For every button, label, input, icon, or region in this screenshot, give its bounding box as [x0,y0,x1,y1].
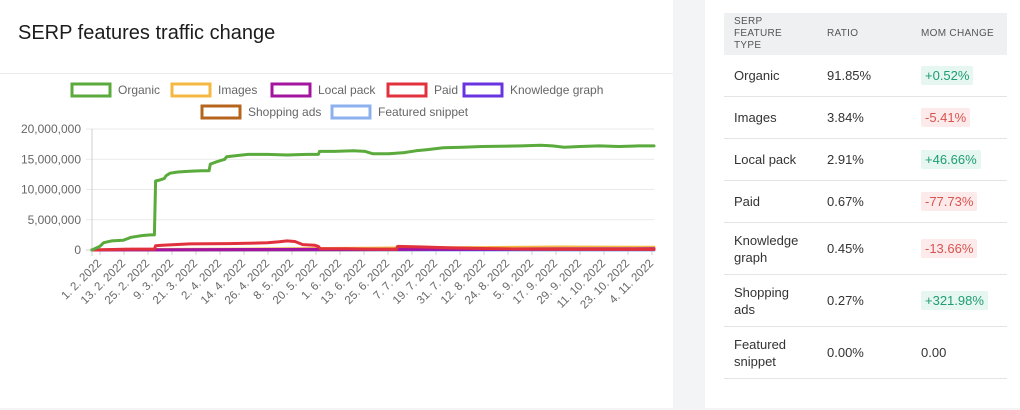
legend-swatch [386,82,428,98]
legend-item[interactable]: Paid [386,82,458,98]
title-divider [0,73,673,74]
legend-swatch [462,82,504,98]
legend-swatch [330,104,372,120]
table-row: Organic 91.85% +0.52% [724,55,1007,97]
mom-change-cell: -5.41% [911,96,1007,139]
change-badge: +46.66% [921,150,981,169]
legend-item[interactable]: Images [170,82,257,98]
y-tick-label: 15,000,000 [21,152,81,166]
y-tick-label: 0 [74,243,81,257]
legend-item[interactable]: Local pack [270,82,376,98]
page-title: SERP features traffic change [18,22,276,44]
chart-panel: SERP features traffic change Organic Imag… [0,0,673,408]
header-ratio[interactable]: RATIO [817,13,911,55]
mom-change-cell: -13.66% [911,222,1007,275]
legend-swatch [70,82,112,98]
legend-swatch [270,82,312,98]
feature-type-link[interactable]: Organic [724,55,817,97]
legend-label: Knowledge graph [510,83,603,97]
legend-label: Paid [434,83,458,97]
mom-change-cell: +0.52% [911,55,1007,97]
table-row: Knowledge graph 0.45% -13.66% [724,222,1007,275]
change-badge: -13.66% [921,239,978,258]
feature-type-link[interactable]: Knowledge graph [724,222,817,275]
legend-label: Organic [118,83,160,97]
table-header-row: SERP FEATURE TYPE RATIO MOM CHANGE [724,13,1007,55]
feature-type-link[interactable]: Local pack [724,138,817,181]
table-row: Featured snippet 0.00% 0.00 [724,326,1007,379]
legend-item[interactable]: Organic [70,82,160,98]
ratio-cell: 2.91% [817,138,911,181]
change-badge: 0.00 [921,345,947,360]
feature-type-link[interactable]: Paid [724,180,817,223]
change-badge: -77.73% [921,192,978,211]
feature-type-link[interactable]: Featured snippet [724,326,817,379]
table-row: Paid 0.67% -77.73% [724,180,1007,223]
mom-change-cell: 0.00 [911,326,1007,379]
ratio-cell: 0.45% [817,222,911,275]
legend-item[interactable]: Shopping ads [200,104,321,120]
ratio-cell: 0.27% [817,274,911,327]
change-badge: +321.98% [921,291,988,310]
table-body: Organic 91.85% +0.52% Images 3.84% -5.41% Loca… [724,55,1007,379]
series-line-organic [90,143,656,252]
legend-label: Local pack [318,83,376,97]
ratio-cell: 0.67% [817,180,911,223]
legend-swatch [200,104,242,120]
header-mom-change[interactable]: MOM CHANGE [911,13,1007,55]
table-row: Shopping ads 0.27% +321.98% [724,274,1007,327]
mom-change-cell: -77.73% [911,180,1007,223]
feature-type-link[interactable]: Shopping ads [724,274,817,327]
feature-type-link[interactable]: Images [724,96,817,139]
mom-change-cell: +46.66% [911,138,1007,181]
table-panel: SERP FEATURE TYPE RATIO MOM CHANGE Organ… [705,0,1020,408]
legend-label: Featured snippet [378,105,469,119]
table-row: Local pack 2.91% +46.66% [724,138,1007,181]
y-tick-label: 20,000,000 [21,122,81,136]
header-feature-type[interactable]: SERP FEATURE TYPE [724,13,817,55]
table-row: Images 3.84% -5.41% [724,96,1007,139]
ratio-cell: 91.85% [817,55,911,97]
y-tick-label: 5,000,000 [28,213,82,227]
mom-change-cell: +321.98% [911,274,1007,327]
legend-label: Images [218,83,257,97]
change-badge: -5.41% [921,108,971,127]
legend-swatch [170,82,212,98]
line-chart: Organic Images Local pack Paid Knowledge gra… [21,82,656,311]
legend-item[interactable]: Knowledge graph [462,82,603,98]
series-line-paid [90,239,656,252]
change-badge: +0.52% [921,66,974,85]
legend-label: Shopping ads [248,105,321,119]
serp-feature-table: SERP FEATURE TYPE RATIO MOM CHANGE Organ… [724,13,1007,379]
ratio-cell: 0.00% [817,326,911,379]
y-tick-label: 10,000,000 [21,183,81,197]
ratio-cell: 3.84% [817,96,911,139]
legend-item[interactable]: Featured snippet [330,104,469,120]
